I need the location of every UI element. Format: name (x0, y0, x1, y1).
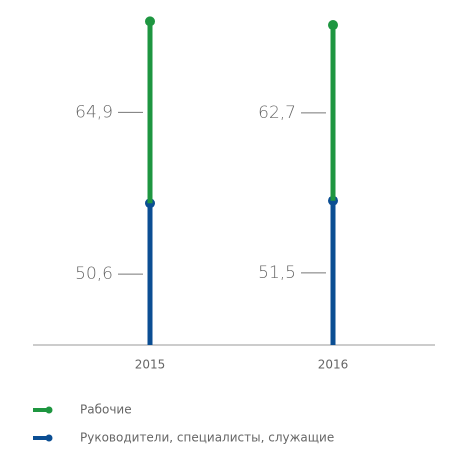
legend-dot (45, 434, 53, 442)
legend-label: Рабочие (80, 403, 132, 417)
value-label: 51,5 (258, 263, 296, 283)
legend-dot (45, 406, 53, 414)
value-label: 50,6 (75, 264, 113, 284)
value-label: 62,7 (258, 103, 296, 123)
value-label: 64,9 (75, 102, 113, 122)
x-tick-label: 2015 (135, 358, 166, 372)
segment-dot (145, 16, 155, 27)
x-tick-label: 2016 (318, 358, 349, 372)
segment-dot (328, 20, 338, 31)
legend-label: Руководители, специалисты, служащие (80, 431, 334, 445)
